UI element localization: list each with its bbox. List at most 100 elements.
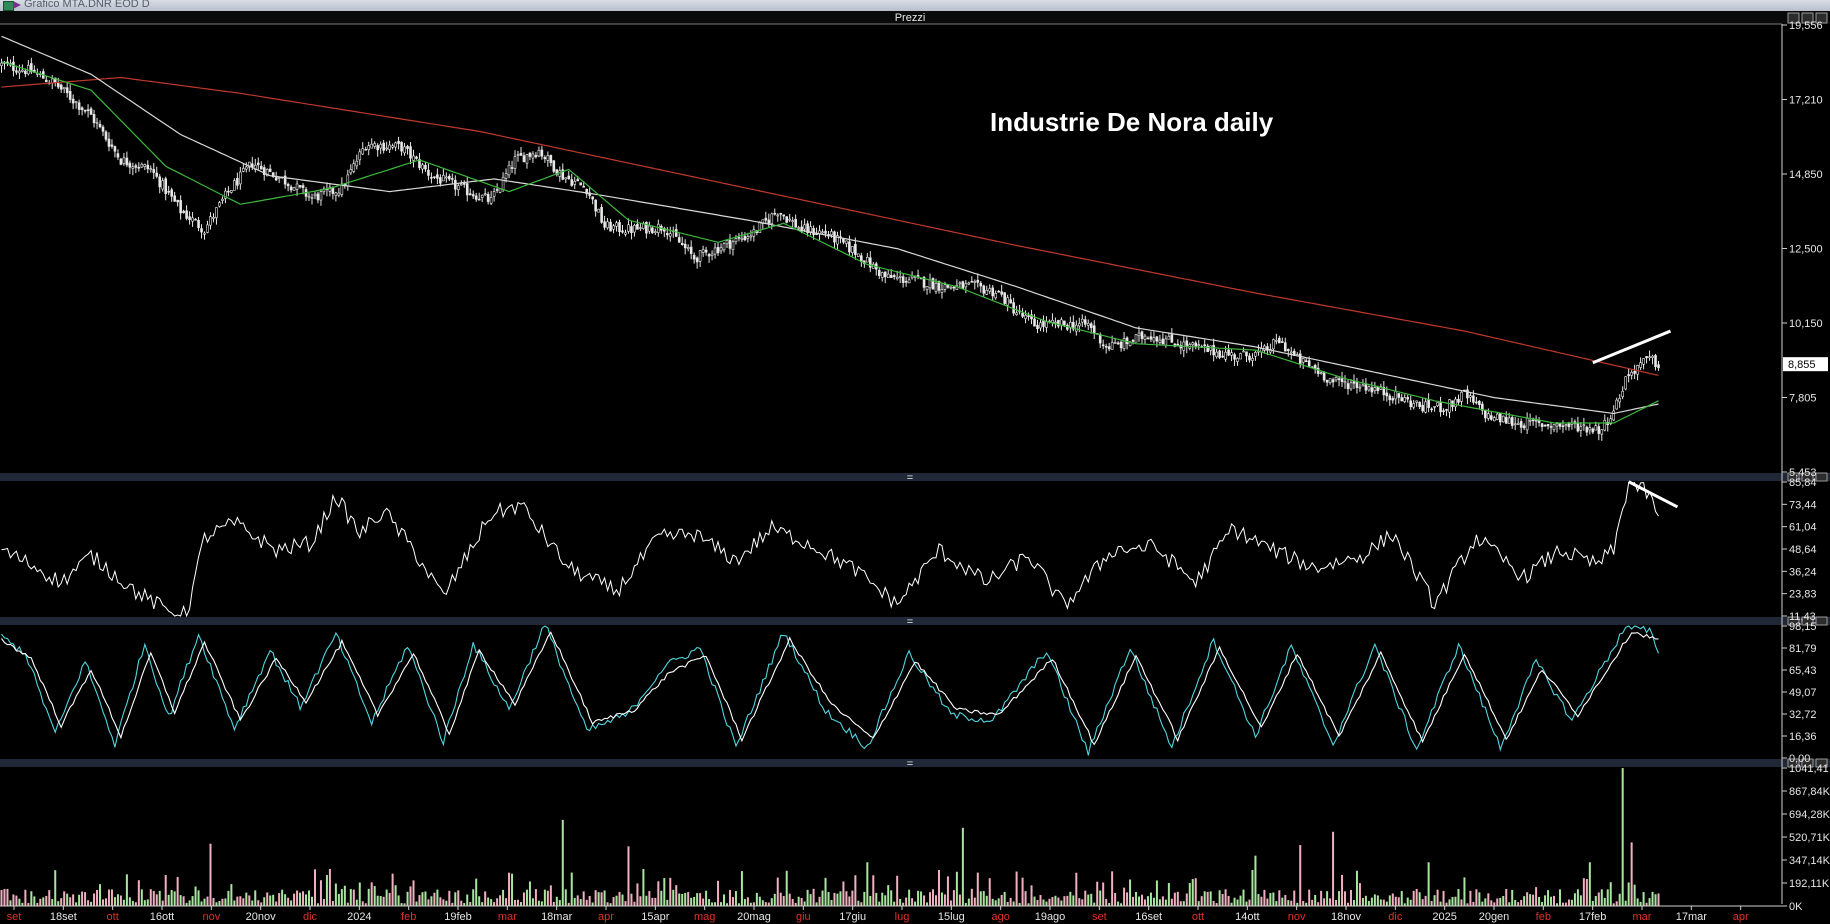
oscillator-trendline[interactable] <box>1627 480 1679 509</box>
volume-panel[interactable]: 1041,41 867,84K 694,28K 520,71K 347,14K 192,1… <box>0 763 1830 913</box>
volume-bar <box>1648 898 1651 906</box>
volume-bar <box>773 893 776 906</box>
candle-body <box>197 219 200 229</box>
candle-body <box>952 286 956 289</box>
volume-bar <box>1454 896 1457 906</box>
volume-bar <box>466 894 469 906</box>
osc-close-button[interactable] <box>1815 472 1828 482</box>
candle-body <box>459 183 463 186</box>
stoch-close-button[interactable] <box>1815 616 1828 626</box>
volume-bar <box>690 897 693 906</box>
candle-body <box>1409 400 1413 408</box>
candle-body <box>877 269 881 276</box>
stoch-maximize-button[interactable] <box>1801 616 1814 626</box>
volume-bar <box>388 892 391 906</box>
candle-body <box>1460 391 1463 402</box>
candle-body <box>1057 319 1060 327</box>
separator-1[interactable] <box>0 473 1830 481</box>
volume-bar <box>284 894 287 906</box>
stochastic-panel[interactable]: 98,15 81,79 65,43 49,07 32,72 16,36 0,00 <box>1 621 1817 765</box>
candle-body <box>146 164 150 170</box>
candle-body <box>140 164 144 168</box>
volume-bar <box>340 889 343 906</box>
volume-bar <box>755 892 758 906</box>
separator-2[interactable] <box>0 617 1830 625</box>
volume-bar <box>597 892 600 906</box>
volume-bar <box>1412 890 1415 906</box>
stoch-minimize-button[interactable] <box>1787 616 1800 626</box>
volume-bar <box>976 872 979 906</box>
volume-bar <box>197 890 200 906</box>
candle-body <box>1206 345 1209 353</box>
candle-body <box>182 210 185 214</box>
volume-bar <box>1126 892 1129 906</box>
oscillator-panel[interactable]: 85,84 73,44 61,04 48,64 36,24 23,83 11,43 <box>1 477 1817 623</box>
candle-body <box>1415 400 1418 403</box>
volume-bar <box>1397 897 1400 906</box>
price-panel[interactable]: 19,556 17,210 14,850 12,500 10,150 7,805 5,453… <box>0 20 1828 479</box>
candle-body <box>259 165 263 170</box>
volume-bar <box>806 889 809 906</box>
volume-bar <box>1550 896 1553 906</box>
price-maximize-button[interactable] <box>1801 12 1814 24</box>
volume-bar <box>272 894 275 906</box>
candle-body <box>651 227 654 234</box>
volume-bar <box>1538 896 1541 906</box>
candle-body <box>830 231 833 236</box>
vol-minimize-button[interactable] <box>1787 758 1800 768</box>
stock-chart[interactable]: Prezzi = = = Industrie De Nora daily 19,… <box>0 11 1830 924</box>
candle-body <box>439 177 442 184</box>
separator-3[interactable] <box>0 759 1830 767</box>
volume-bar <box>1341 874 1344 906</box>
candle-body <box>612 225 615 230</box>
volume-bar <box>1275 901 1278 906</box>
candle-body <box>1233 354 1236 360</box>
candle-body <box>1203 344 1206 347</box>
volume-bar <box>851 890 854 906</box>
candle-body <box>591 196 594 200</box>
price-close-button[interactable] <box>1815 12 1828 24</box>
volume-bar <box>170 889 173 906</box>
candle-body <box>1191 342 1195 346</box>
candle-body <box>274 177 278 181</box>
volume-bar <box>857 900 860 906</box>
volume-bar <box>182 896 185 906</box>
price-trendline[interactable] <box>1592 329 1672 365</box>
volume-bar <box>1093 902 1096 906</box>
volume-bar <box>1263 889 1266 906</box>
volume-bar <box>669 877 672 906</box>
panel-controls[interactable] <box>1787 12 1828 768</box>
volume-bar <box>943 894 946 906</box>
candle-body <box>418 158 421 169</box>
volume-bar <box>788 893 791 906</box>
candle-body <box>89 108 93 115</box>
volume-bar <box>424 891 427 906</box>
volume-bar <box>600 892 603 906</box>
volume-bar <box>958 894 961 906</box>
volume-bar <box>546 890 549 906</box>
candle-body <box>1164 338 1168 346</box>
volume-bar <box>260 902 263 906</box>
volume-bar <box>200 901 203 906</box>
volume-bar <box>313 869 316 906</box>
price-minimize-button[interactable] <box>1787 12 1800 24</box>
vol-maximize-button[interactable] <box>1801 758 1814 768</box>
candle-body <box>486 193 490 202</box>
y-tick-label: 17,210 <box>1789 95 1823 107</box>
volume-bar <box>982 891 985 906</box>
osc-minimize-button[interactable] <box>1787 472 1800 482</box>
vol-close-button[interactable] <box>1815 758 1828 768</box>
candle-body <box>1230 352 1233 356</box>
osc-maximize-button[interactable] <box>1801 472 1814 482</box>
volume-bar <box>1051 897 1054 906</box>
volume-bar <box>1639 901 1642 906</box>
volume-bar <box>1143 899 1146 906</box>
candle-body <box>543 157 547 160</box>
volume-bar <box>78 894 81 906</box>
candle-body <box>430 176 433 179</box>
volume-bar <box>567 902 570 906</box>
volume-bar <box>1529 894 1532 906</box>
candle-body <box>594 199 597 212</box>
volume-bar <box>830 900 833 906</box>
candle-body <box>579 182 583 186</box>
